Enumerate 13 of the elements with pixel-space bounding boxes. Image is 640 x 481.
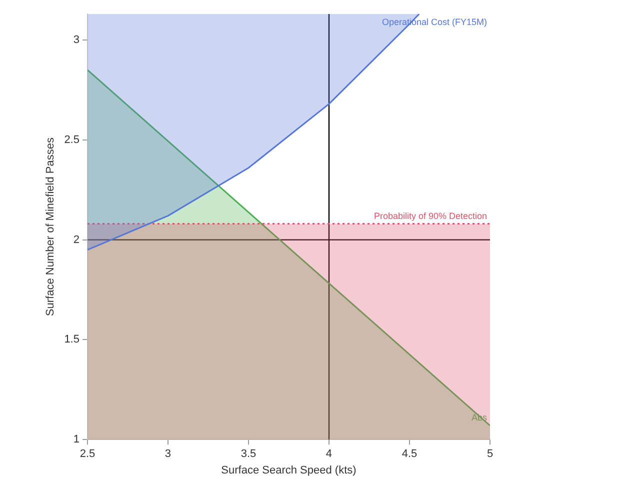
y-axis-title: Surface Number of Minefield Passes bbox=[44, 137, 57, 316]
x-axis-title: Surface Search Speed (kts) bbox=[221, 464, 356, 476]
y-tick-label: 2 bbox=[73, 234, 80, 246]
x-tick-label: 5 bbox=[486, 448, 494, 460]
x-tick-label: 3 bbox=[164, 448, 172, 460]
y-tick-label: 1.5 bbox=[64, 334, 80, 346]
y-tick-label: 3 bbox=[73, 34, 80, 46]
x-tick-label: 3.5 bbox=[240, 448, 256, 460]
y-tick-label: 1 bbox=[73, 434, 80, 446]
series-label: Probability of 90% Detection bbox=[374, 210, 487, 221]
y-tick-label: 2.5 bbox=[64, 134, 80, 146]
x-tick-label: 4.5 bbox=[402, 448, 418, 460]
x-tick-label: 4 bbox=[326, 448, 332, 460]
